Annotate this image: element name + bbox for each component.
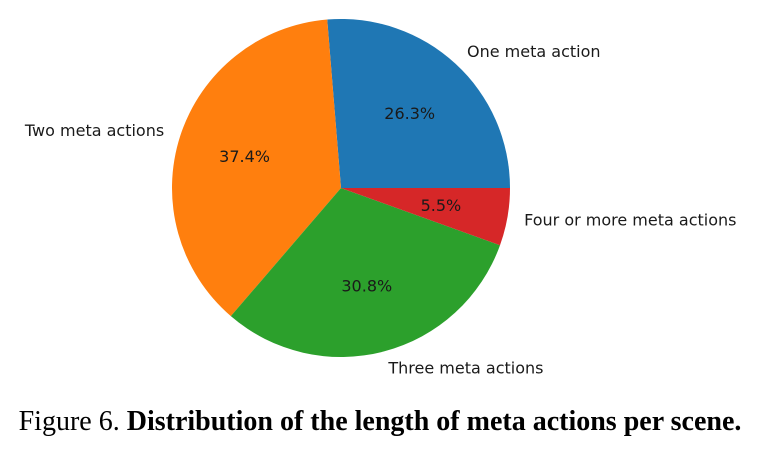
- pie-slice-four-or-more-meta-actions: [341, 188, 510, 246]
- pct-label-one-meta-action: 26.3%: [384, 104, 435, 123]
- pct-label-four-or-more-meta-actions: 5.5%: [421, 196, 462, 215]
- pct-label-three-meta-actions: 30.8%: [341, 277, 392, 296]
- caption-title: Distribution of the length of meta actio…: [126, 406, 742, 437]
- pie-chart: 26.3% One meta action 37.4% Two meta action…: [24, 18, 736, 377]
- pie-slice-one-meta-action: [327, 18, 510, 189]
- caption-label: Figure 6.: [18, 406, 120, 437]
- slice-label-three-meta-actions: Three meta actions: [387, 358, 543, 377]
- figure-caption: Figure 6. Distribution of the length of …: [0, 404, 760, 440]
- pie-slice-three-meta-actions: [230, 188, 501, 357]
- pct-label-two-meta-actions: 37.4%: [219, 147, 270, 166]
- slice-label-four-or-more-meta-actions: Four or more meta actions: [524, 211, 736, 230]
- slice-label-two-meta-actions: Two meta actions: [24, 121, 164, 140]
- pie-slice-two-meta-actions: [171, 19, 341, 317]
- slice-label-one-meta-action: One meta action: [467, 42, 601, 61]
